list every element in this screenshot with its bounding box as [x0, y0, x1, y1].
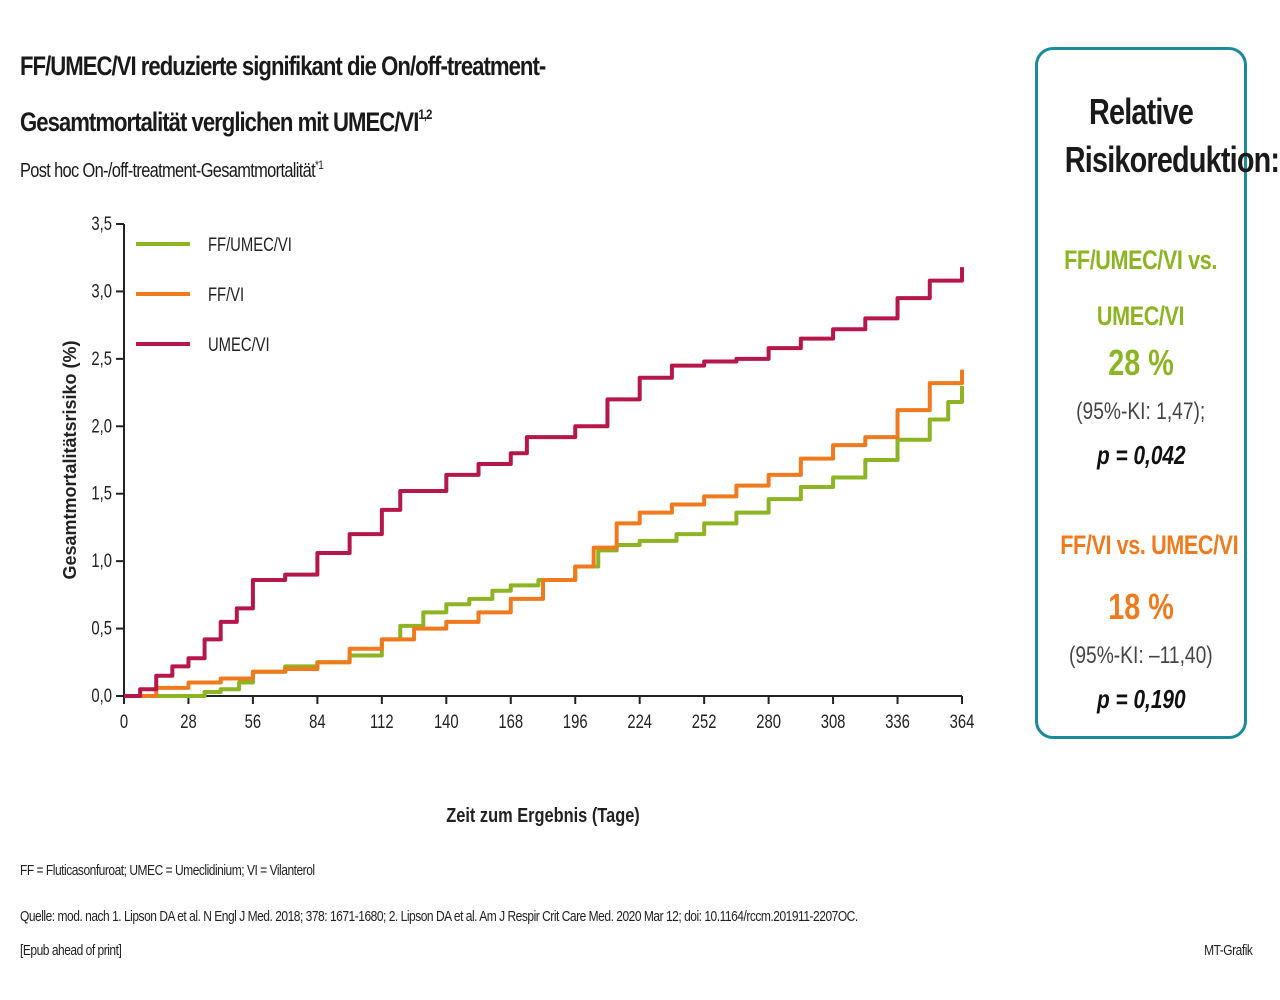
- y-tick-label: 2,5: [91, 348, 112, 369]
- y-tick-label: 3,5: [91, 213, 112, 234]
- y-tick-label: 3,0: [91, 281, 112, 302]
- chart-subtitle: Post hoc On-/off-treatment-Gesamtmortali…: [20, 158, 324, 183]
- x-tick-label: 140: [434, 711, 459, 732]
- x-tick-label: 308: [821, 711, 846, 732]
- x-axis-label: Zeit zum Ergebnis (Tage): [446, 803, 640, 826]
- x-tick-label: 0: [120, 711, 128, 732]
- y-tick-label: 2,0: [91, 416, 112, 437]
- x-tick-label: 28: [180, 711, 196, 732]
- source-line-2: [Epub ahead of print]: [20, 942, 122, 959]
- x-tick-label: 84: [309, 711, 325, 732]
- x-tick-label: 336: [885, 711, 910, 732]
- x-tick-label: 364: [950, 711, 975, 732]
- comparison-1-ci: (95%-KI: 1,47);: [1076, 398, 1206, 425]
- x-tick-label: 224: [627, 711, 652, 732]
- comparison-2-ci: (95%-KI: –11,40): [1069, 642, 1213, 669]
- title-line-1: FF/UMEC/VI reduzierte signifikant die On…: [20, 51, 546, 81]
- graphic-credit: MT-Grafik: [1203, 942, 1253, 959]
- y-tick-label: 0,0: [91, 685, 112, 706]
- comparison-2-value: 18 %: [1108, 586, 1174, 627]
- page-title: FF/UMEC/VI reduzierte signifikant die On…: [20, 42, 742, 146]
- legend-label: UMEC/VI: [208, 334, 270, 355]
- x-tick-label: 280: [756, 711, 781, 732]
- comparison-1-label-line-2: UMEC/VI: [1097, 301, 1185, 331]
- x-tick-label: 252: [692, 711, 717, 732]
- source-line-1: Quelle: mod. nach 1. Lipson DA et al. N …: [20, 908, 858, 925]
- y-axis-label: Gesamtmortalitätsrisiko (%): [60, 340, 80, 579]
- y-tick-label: 1,0: [91, 550, 112, 571]
- subtitle-reference: *1: [315, 158, 324, 172]
- risk-reduction-title: Relative Risikoreduktion:: [1038, 88, 1280, 184]
- x-tick-label: 56: [245, 711, 261, 732]
- comparison-1-value: 28 %: [1108, 342, 1174, 383]
- comparison-2-label: FF/VI vs. UMEC/VI: [1060, 530, 1239, 560]
- y-tick-label: 0,5: [91, 618, 112, 639]
- legend-label: FF/UMEC/VI: [208, 234, 292, 255]
- mortality-chart: 0,0 0,5 1,0 1,5 2,0 2,5 3,0 3,5 0 28 56 84 112 140 168…: [60, 213, 975, 826]
- comparison-1-label: FF/UMEC/VI vs. UMEC/VI: [1038, 232, 1244, 344]
- box-title-line-1: Relative: [1088, 91, 1194, 132]
- comparison-1-label-line-1: FF/UMEC/VI vs.: [1064, 245, 1218, 275]
- series-line-ff-umec-vi: [124, 385, 964, 698]
- series-line-ff-vi: [124, 369, 964, 698]
- series-line-umec-vi: [124, 267, 964, 698]
- abbreviations-note: FF = Fluticasonfuroat; UMEC = Umeclidini…: [20, 862, 315, 879]
- x-tick-label: 112: [370, 711, 394, 732]
- subtitle-text: Post hoc On-/off-treatment-Gesamtmortali…: [20, 160, 316, 182]
- title-line-2: Gesamtmortalität verglichen mit UMEC/VI1…: [20, 90, 742, 146]
- box-title-line-2: Risikoreduktion:: [1064, 139, 1280, 180]
- comparison-1-p-value: p = 0,042: [1096, 440, 1186, 470]
- x-tick-label: 168: [498, 711, 523, 732]
- comparison-2-p-value: p = 0,190: [1096, 684, 1186, 714]
- title-reference: 1,2: [418, 106, 432, 122]
- risk-reduction-box: Relative Risikoreduktion: FF/UMEC/VI vs.…: [1035, 47, 1280, 739]
- y-tick-label: 1,5: [91, 483, 112, 504]
- title-line-2-text: Gesamtmortalität verglichen mit UMEC/VI: [20, 107, 419, 137]
- legend-label: FF/VI: [208, 284, 244, 305]
- x-tick-label: 196: [563, 711, 588, 732]
